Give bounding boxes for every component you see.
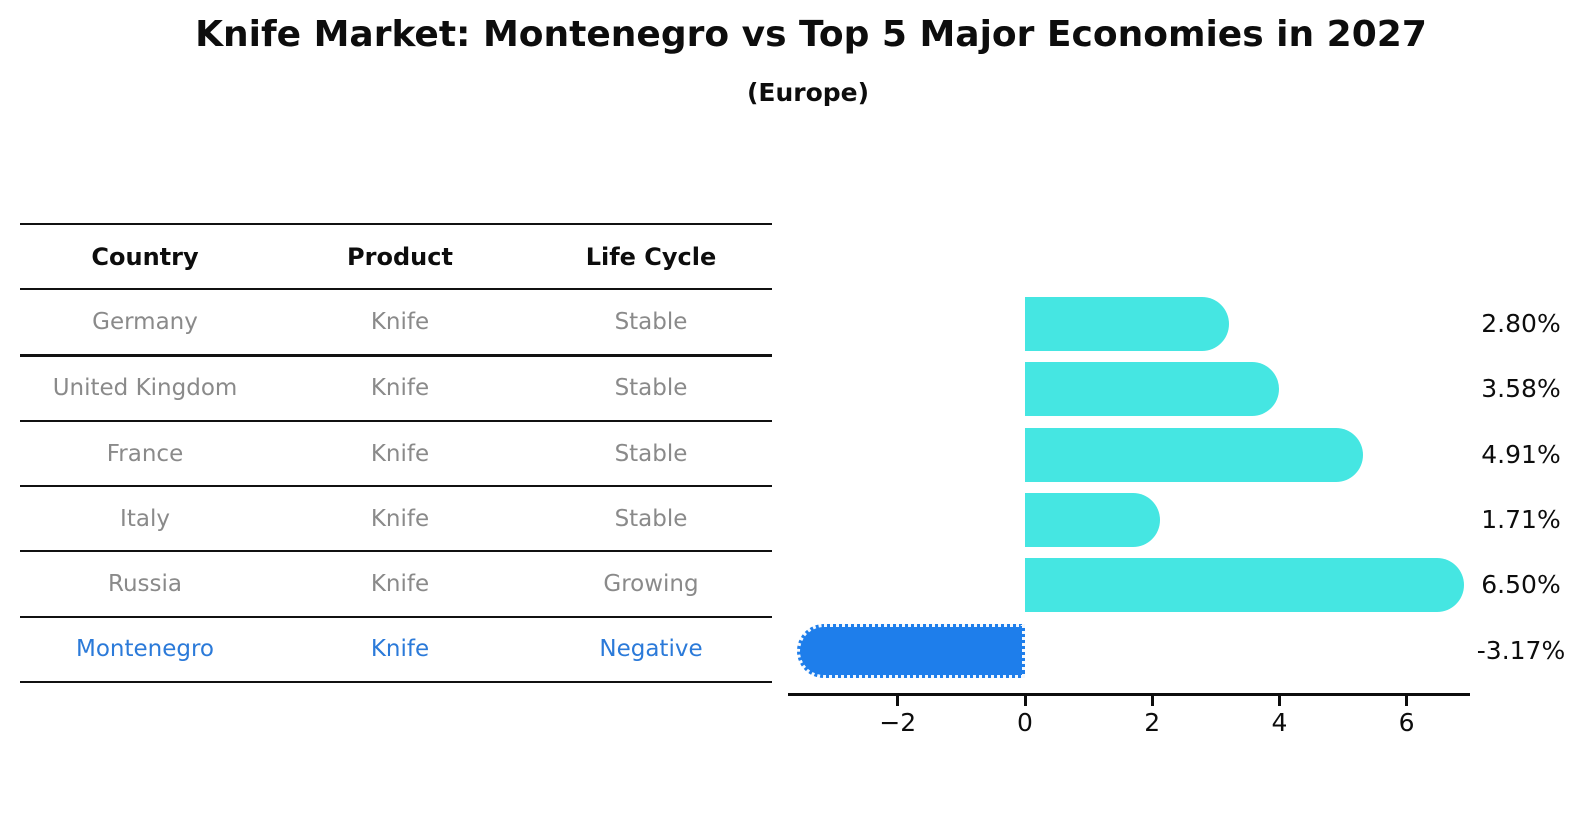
x-tick-label-6: 6: [1398, 708, 1415, 737]
x-tick-label-0: 0: [1017, 708, 1033, 737]
cell-product: Knife: [370, 571, 430, 598]
cell-country: Germany: [92, 308, 198, 335]
value-label-russia: 6.50%: [1481, 570, 1561, 600]
cell-life_cycle: Stable: [614, 308, 688, 335]
bar-united-kingdom: [1025, 362, 1279, 417]
x-tick-mark-−2: [896, 696, 900, 706]
x-tick-label-−2: −2: [879, 708, 917, 737]
table-rows: Germany Knife Stable United Kingdom Knife Sta…: [20, 288, 772, 681]
table-row-united-kingdom: United Kingdom Knife Stable: [20, 353, 772, 420]
cell-product: Knife: [370, 636, 430, 663]
cell-country: Russia: [108, 571, 182, 598]
cell-life_cycle: Negative: [599, 636, 703, 663]
bar-germany: [1025, 297, 1230, 351]
table-header-product: Product: [347, 242, 453, 271]
chart-subtitle: (Europe): [746, 78, 870, 107]
value-label-germany: 2.80%: [1481, 309, 1561, 338]
cell-life_cycle: Stable: [614, 375, 688, 402]
table-row-france: France Knife Stable: [20, 419, 772, 485]
cell-life_cycle: Growing: [603, 571, 699, 598]
country-table: Country Product Life Cycle Germany Knife S…: [20, 223, 772, 684]
table-header-row: Country Product Life Cycle: [20, 223, 772, 288]
cell-life_cycle: Stable: [614, 505, 688, 532]
cell-product: Knife: [370, 375, 430, 402]
x-tick-mark-4: [1277, 696, 1281, 706]
cell-product: Knife: [370, 505, 430, 532]
chart-title: Knife Market: Montenegro vs Top 5 Major …: [195, 14, 1427, 55]
cell-country: United Kingdom: [52, 375, 238, 402]
table-row-montenegro: Montenegro Knife Negative: [20, 615, 772, 681]
table-row-italy: Italy Knife Stable: [20, 485, 772, 550]
x-tick-mark-2: [1150, 696, 1154, 706]
value-label-italy: 1.71%: [1481, 504, 1561, 534]
bar-montenegro: [797, 623, 1025, 678]
bar-france: [1025, 427, 1364, 482]
cell-product: Knife: [370, 440, 430, 467]
x-tick-label-2: 2: [1144, 708, 1161, 737]
cell-life_cycle: Stable: [614, 440, 688, 467]
table-header-lifecycle: Life Cycle: [585, 242, 717, 271]
value-label-montenegro: -3.17%: [1476, 635, 1566, 665]
bar-italy: [1025, 492, 1160, 547]
x-axis-line: [788, 693, 1470, 696]
cell-product: Knife: [370, 308, 430, 335]
value-label-united-kingdom: 3.58%: [1481, 374, 1561, 404]
x-tick-label-4: 4: [1271, 708, 1288, 737]
table-header-country: Country: [91, 242, 199, 271]
cell-country: Italy: [120, 505, 170, 532]
cell-country: France: [106, 440, 184, 467]
table-row-russia: Russia Knife Growing: [20, 550, 772, 615]
cell-country: Montenegro: [75, 636, 214, 663]
x-tick-mark-6: [1405, 696, 1409, 706]
value-label-france: 4.91%: [1481, 439, 1561, 469]
table-row-germany: Germany Knife Stable: [20, 288, 772, 353]
bar-russia: [1025, 558, 1465, 613]
x-tick-mark-0: [1023, 696, 1027, 706]
